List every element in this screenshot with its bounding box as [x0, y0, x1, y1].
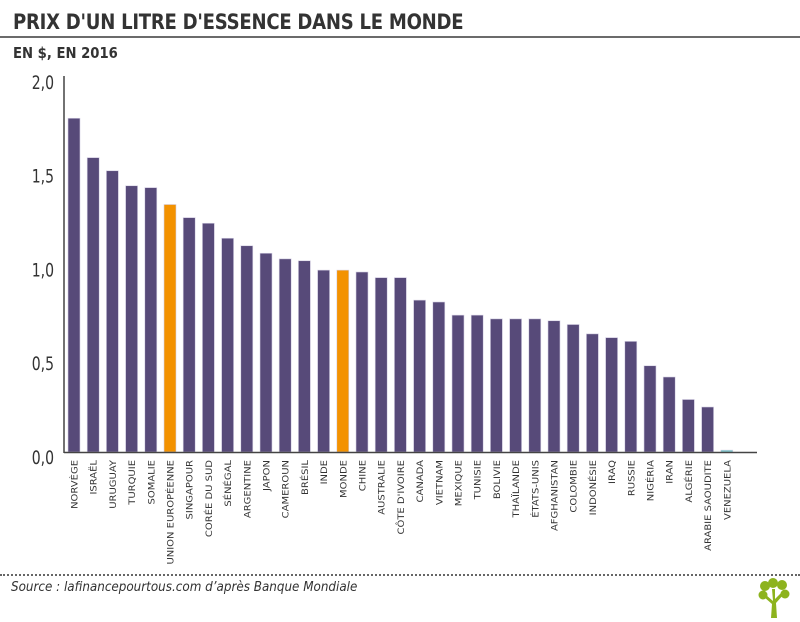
bar-arabie-saoudite [701, 406, 714, 453]
x-axis-labels: NORVÈGE ISRAËL URUGUAY TURQUIE SOMALIE UNION … [69, 459, 733, 564]
bar-tha-lande [509, 318, 522, 453]
bar-mexique [451, 314, 465, 453]
bar-bolivie [490, 318, 503, 453]
x-tick-label: INDONÉSIE [587, 460, 598, 515]
bar-iraq [605, 337, 618, 453]
x-tick-label: MEXIQUE [454, 460, 464, 506]
x-tick-label: AUSTRALIE [377, 460, 387, 515]
bar-br-sil [298, 260, 311, 453]
x-tick-label: URUGUAY [108, 460, 118, 509]
bar--tats-unis [528, 318, 542, 453]
source-note: Source : lafinancepourtous.com d’après B… [11, 580, 358, 595]
x-tick-label: SOMALIE [147, 460, 157, 504]
bar-monde [336, 269, 350, 453]
x-tick-label: NORVÈGE [69, 460, 80, 509]
y-tick-label: 0,0 [32, 448, 54, 470]
bar-argentine [240, 245, 254, 453]
x-tick-label: ARGENTINE [243, 460, 253, 518]
x-tick-label: TUNISIE [473, 460, 483, 500]
y-tick-label: 2,0 [32, 73, 54, 95]
title-divider [0, 36, 800, 38]
bar-afghanistan [547, 320, 561, 453]
x-tick-label: CORÉE DU SUD [203, 460, 214, 537]
chart-title: PRIX D'UN LITRE D'ESSENCE DANS LE MONDE [13, 10, 464, 34]
bar-norv-ge [67, 117, 81, 453]
bar-nig-ria [643, 365, 657, 453]
tree-logo-icon [758, 578, 790, 618]
x-tick-label: RUSSIE [627, 460, 637, 496]
bar-c-te-d-ivoire [394, 277, 407, 453]
x-tick-label: UNION EUROPÉENNE [165, 460, 176, 565]
bar-turquie [125, 185, 138, 453]
bar-singapour [182, 217, 196, 453]
x-tick-label: TURQUIE [128, 460, 138, 506]
bar-vietnam [432, 301, 446, 453]
x-tick-label: SÉNÉGAL [223, 459, 234, 506]
x-tick-label: IRAN [665, 460, 675, 484]
bar-union-europ-enne [163, 204, 177, 453]
x-tick-label: MONDE [339, 460, 349, 498]
x-tick-label: ÉTATS-UNIS [530, 460, 541, 518]
bar-cameroun [278, 258, 292, 453]
x-tick-label: VIETNAM [435, 460, 445, 505]
bar-inde [317, 269, 330, 453]
bar-s-n-gal [221, 237, 234, 453]
y-tick-label: 1,5 [32, 166, 54, 188]
x-tick-label: ALGÉRIE [683, 460, 694, 503]
y-axis-ticks: 0,0 0,5 1,0 1,5 2,0 [32, 73, 54, 470]
x-tick-label: JAPON [262, 460, 272, 492]
bar-isra-l [86, 157, 100, 453]
x-tick-label: NIGÉRIA [645, 459, 656, 501]
x-tick-label: BRÉSIL [299, 459, 310, 495]
x-tick-label: INDE [320, 460, 330, 484]
x-tick-label: IRAQ [608, 460, 618, 484]
bar-uruguay [106, 170, 119, 453]
x-tick-label: THAÏLANDE [512, 460, 522, 519]
bar-chart: 0,0 0,5 1,0 1,5 2,0 NORVÈGE ISRAËL URUGUAY TURQ… [32, 73, 757, 565]
bar-canada [413, 299, 426, 453]
x-tick-label: ARABIE SAOUDITE [704, 460, 714, 551]
bar-russie [624, 341, 638, 453]
bar-alg-rie [682, 399, 695, 453]
bar-chine [355, 271, 369, 453]
x-tick-label: SINGAPOUR [185, 460, 195, 520]
bar-iran [662, 376, 676, 453]
x-tick-label: CÔTE D'IVOIRE [395, 460, 406, 535]
y-tick-label: 0,5 [32, 354, 54, 376]
x-tick-label: CHINE [358, 460, 368, 491]
bar-colombie [566, 324, 580, 453]
bar-japon [259, 252, 273, 453]
x-tick-label: AFGHANISTAN [550, 460, 560, 531]
x-tick-label: VENEZUELA [723, 459, 733, 520]
bar-tunisie [470, 314, 484, 453]
y-tick-label: 1,0 [32, 260, 54, 282]
x-tick-label: ISRAËL [89, 459, 99, 494]
x-tick-label: COLOMBIE [569, 460, 579, 513]
bar-venezuela [720, 449, 734, 453]
bar-australie [374, 277, 388, 453]
bar-cor-e-du-sud [202, 222, 215, 453]
bar-somalie [144, 187, 158, 453]
chart-subtitle: EN $, EN 2016 [13, 44, 118, 62]
x-tick-label: CAMEROUN [281, 460, 291, 518]
x-tick-label: BOLIVIE [492, 460, 502, 499]
bars-group [67, 117, 734, 453]
bar-indon-sie [586, 333, 599, 453]
x-tick-label: CANADA [416, 459, 426, 502]
footer-divider [0, 574, 800, 576]
